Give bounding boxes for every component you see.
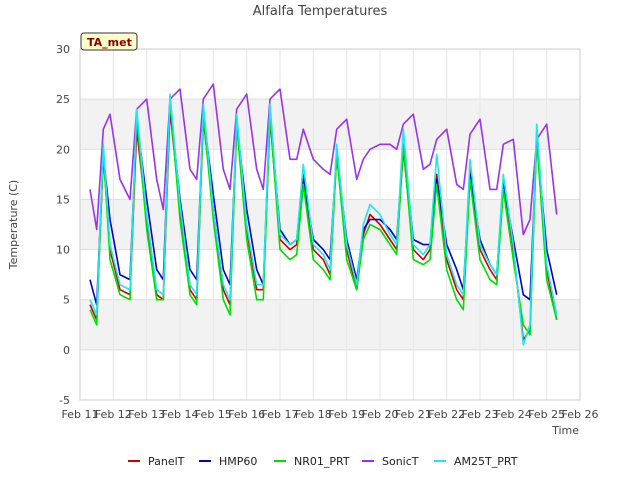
legend-label: AM25T_PRT [454, 455, 518, 468]
x-tick-label: Feb 18 [295, 408, 332, 421]
station-badge: TA_met [80, 32, 138, 51]
x-tick-label: Feb 20 [362, 408, 399, 421]
y-tick-label: 10 [56, 244, 70, 257]
x-tick-label: Feb 25 [528, 408, 565, 421]
x-tick-label: Feb 24 [495, 408, 532, 421]
legend-label: SonicT [382, 455, 419, 468]
y-tick-label: 0 [63, 344, 70, 357]
plot-frame [79, 48, 581, 401]
band [80, 299, 580, 350]
station-badge-label: TA_met [87, 36, 132, 49]
band [80, 99, 580, 150]
x-tick-label: Feb 26 [562, 408, 599, 421]
y-axis: -5 0 5 10 15 20 25 30 [56, 43, 70, 407]
legend-label: HMP60 [219, 455, 257, 468]
y-axis-label: Temperature (C) [7, 180, 20, 270]
station-badge-box [80, 32, 138, 51]
series-layer [89, 83, 558, 346]
y-tick-label: 20 [56, 143, 70, 156]
x-axis-label: Time [551, 424, 579, 437]
series-sonict [89, 83, 558, 236]
legend-item: AM25T_PRT [434, 455, 518, 468]
series-am25t-prt [89, 93, 558, 346]
legend: PanelT HMP60 NR01_PRT SonicT AM25T_PRT [128, 455, 518, 468]
legend-item: HMP60 [199, 455, 257, 468]
legend-item: SonicT [362, 455, 419, 468]
legend-item: PanelT [128, 455, 185, 468]
y-tick-label: 30 [56, 43, 70, 56]
legend-label: PanelT [148, 455, 185, 468]
y-tick-label: -5 [59, 394, 70, 407]
y-tick-label: 15 [56, 193, 70, 206]
x-tick-label: Feb 11 [62, 408, 99, 421]
x-tick-label: Feb 17 [262, 408, 299, 421]
x-tick-label: Feb 21 [395, 408, 432, 421]
x-tick-label: Feb 12 [95, 408, 132, 421]
x-tick-label: Feb 23 [462, 408, 499, 421]
y-tick-label: 5 [63, 294, 70, 307]
legend-label: NR01_PRT [294, 455, 350, 468]
x-tick-label: Feb 15 [195, 408, 232, 421]
x-tick-label: Feb 22 [428, 408, 465, 421]
chart-title: Alfalfa Temperatures [253, 4, 388, 19]
legend-item: NR01_PRT [274, 455, 350, 468]
x-tick-label: Feb 19 [328, 408, 365, 421]
plot-background [80, 49, 580, 400]
y-tick-label: 25 [56, 93, 70, 106]
x-tick-label: Feb 16 [228, 408, 265, 421]
x-tick-label: Feb 13 [128, 408, 165, 421]
x-tick-label: Feb 14 [162, 408, 199, 421]
